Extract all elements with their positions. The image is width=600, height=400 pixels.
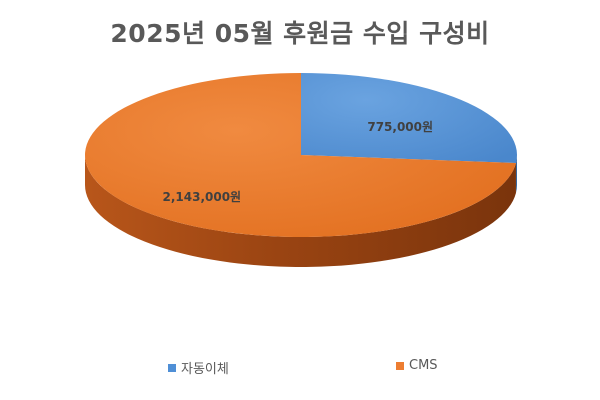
chart-title: 2025년 05월 후원금 수입 구성비 bbox=[110, 19, 490, 48]
pie-slice-auto-transfer bbox=[301, 73, 517, 164]
pie-labels: 775,000원 2,143,000원 bbox=[162, 120, 433, 204]
pie-slice-cms bbox=[85, 73, 516, 237]
legend-swatch-cms bbox=[396, 361, 404, 370]
pie-side-auto-transfer bbox=[515, 155, 517, 194]
data-label-auto-transfer: 775,000원 bbox=[367, 120, 433, 134]
legend: 자동이체 CMS bbox=[0, 358, 600, 378]
legend-item-cms: CMS bbox=[396, 358, 438, 373]
legend-label-auto-transfer: 자동이체 bbox=[181, 362, 229, 377]
legend-label-cms: CMS bbox=[409, 358, 438, 373]
data-label-cms: 2,143,000원 bbox=[162, 190, 241, 204]
pie-sides bbox=[85, 155, 517, 268]
legend-item-auto-transfer: 자동이체 bbox=[168, 358, 229, 377]
legend-swatch-auto-transfer bbox=[168, 363, 176, 372]
pie-tops bbox=[85, 73, 517, 237]
pie-side-cms bbox=[85, 155, 516, 268]
